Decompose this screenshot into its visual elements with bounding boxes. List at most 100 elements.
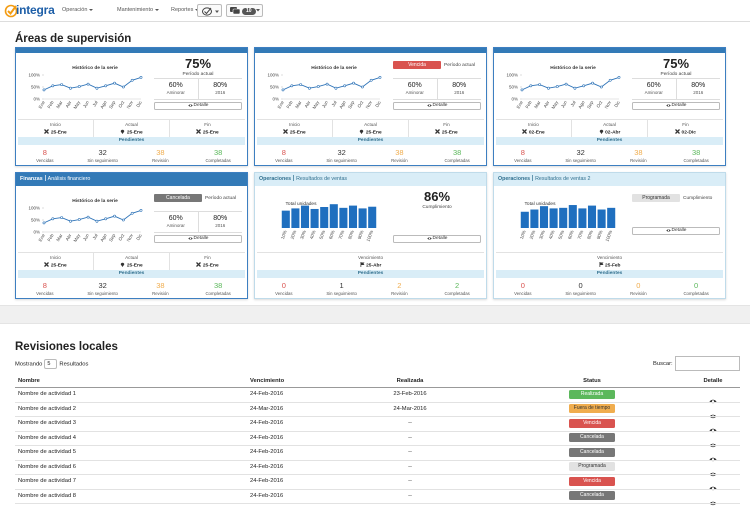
- cell-name: Nombre de actividad 8: [18, 492, 77, 499]
- bar: [520, 211, 529, 228]
- pending-label: Vencidas: [514, 158, 532, 163]
- point: [281, 88, 285, 92]
- stat: 80% 2016: [197, 79, 243, 99]
- chart-title: Histórico de la serie: [72, 198, 118, 204]
- button-label[interactable]: Detalle: [671, 103, 687, 108]
- menu-label[interactable]: Operación: [62, 7, 88, 13]
- status-badge: Vencida: [569, 476, 615, 486]
- x-tick-label: May: [73, 99, 82, 110]
- status-badge: Cancelada: [569, 447, 615, 457]
- messages-button[interactable]: 10: [226, 4, 263, 17]
- button-label[interactable]: Detalle: [193, 236, 209, 241]
- search-input[interactable]: [675, 356, 740, 371]
- summary: Cancelada Período actual 60% Aminorar 80% 201…: [154, 186, 242, 252]
- pending-label: Sin seguimiento: [565, 158, 596, 163]
- stat-label: Aminorar: [166, 223, 185, 228]
- cell-due: 24-Feb-2016: [250, 478, 284, 484]
- x-tick-label: Jun: [82, 233, 90, 242]
- date-value-wrap: 25-Ene: [94, 262, 169, 268]
- point: [343, 84, 347, 88]
- pending-item: 32 Sin seguimiento: [313, 145, 371, 165]
- header-rule: [15, 387, 740, 388]
- cell-name: Nombre de actividad 6: [18, 463, 77, 470]
- bar: [300, 205, 310, 228]
- brand[interactable]: integra: [16, 3, 55, 17]
- point: [60, 216, 64, 220]
- pin: [360, 129, 364, 134]
- x-tick-label: Mar: [533, 100, 541, 110]
- bar: [587, 205, 597, 228]
- button-label[interactable]: Detalle: [432, 103, 448, 108]
- point: [290, 84, 294, 88]
- pending-item: 8 Vencidas: [16, 145, 74, 165]
- dates: Vencimiento 25-Abr: [257, 252, 484, 270]
- separator: [0, 305, 750, 324]
- point: [378, 75, 382, 79]
- page-size-control: Mostrando 5 Resultados: [15, 359, 88, 369]
- pending-item: 32 Sin seguimiento: [552, 145, 610, 165]
- date-value: 25-Ene: [289, 130, 306, 135]
- menu-label[interactable]: Reportes: [171, 7, 194, 13]
- cell-done: --: [408, 478, 412, 484]
- cell-due: 24-Feb-2016: [250, 463, 284, 470]
- menu-label[interactable]: Mantenimiento: [117, 7, 154, 13]
- point: [51, 84, 55, 88]
- y-tick-label: 50%: [509, 85, 518, 90]
- detail-button[interactable]: Detalle: [632, 102, 720, 110]
- pending-item: 0 Completadas: [667, 278, 725, 298]
- chart-title: Histórico de la serie: [550, 65, 596, 71]
- eye-icon: [187, 236, 193, 240]
- menu[interactable]: Mantenimiento: [117, 7, 160, 13]
- x-tick-label: 20%: [290, 230, 298, 240]
- pending-label: Completadas: [683, 291, 709, 296]
- check-button[interactable]: [197, 4, 222, 17]
- section-title: Revisiones locales: [15, 341, 118, 353]
- pending-value: 1: [339, 281, 344, 290]
- point: [69, 219, 72, 223]
- x-tick-label: Abr: [303, 100, 311, 109]
- detail-link[interactable]: [709, 493, 717, 511]
- button-label[interactable]: Detalle: [193, 103, 209, 108]
- point: [617, 75, 621, 79]
- pending-counts: 8 Vencidas 32 Sin seguimiento 38 Revisión 38 Co…: [16, 145, 247, 165]
- summary: Programada Cumplimiento Detalle: [632, 186, 720, 252]
- column-header: Vencimiento: [250, 378, 285, 384]
- x-tick-label: Dic: [135, 232, 143, 241]
- separator: [532, 175, 534, 181]
- button-label[interactable]: Detalle: [671, 228, 687, 233]
- x-tick-label: 30%: [538, 230, 546, 240]
- pending-label: Sin seguimiento: [87, 158, 118, 163]
- date-value-wrap: 02-Dic: [648, 128, 723, 135]
- menu[interactable]: Operación: [62, 7, 94, 13]
- button-label[interactable]: Detalle: [432, 236, 448, 241]
- menu[interactable]: Reportes: [171, 7, 200, 13]
- y-tick-label: 50%: [31, 218, 40, 223]
- date-value-wrap: 25-Ene: [170, 128, 245, 135]
- column-header: Realizada: [396, 378, 424, 384]
- pending-value: 0: [578, 281, 583, 290]
- stats: 60% Aminorar 80% 2016: [154, 211, 242, 233]
- date-value: 25-Ene: [202, 263, 219, 268]
- point: [308, 86, 311, 90]
- caret: [89, 8, 94, 11]
- date-value-wrap: 25-Ene: [94, 129, 169, 135]
- detail-button[interactable]: Detalle: [393, 235, 481, 243]
- detail-button[interactable]: Detalle: [154, 102, 242, 110]
- page-size-select[interactable]: 5: [44, 359, 58, 369]
- date-value: 25-Ene: [50, 263, 67, 268]
- detail-button[interactable]: Detalle: [393, 102, 481, 110]
- badge-row: Vencida Período actual: [393, 61, 481, 70]
- date: Actual 25-Ene: [332, 120, 408, 137]
- x-tick-label: 60%: [328, 230, 336, 240]
- stats: 60% Aminorar 80% 2016: [393, 78, 481, 100]
- detail-button[interactable]: Detalle: [154, 235, 242, 243]
- pin: [121, 262, 125, 267]
- mini-chart: Total unidades 10% 20% 30% 40% 50% 60% 70% 80% 90…: [519, 201, 616, 242]
- detail-button[interactable]: Detalle: [632, 227, 720, 235]
- bar: [568, 205, 577, 228]
- card-header: [494, 48, 725, 53]
- bar: [559, 207, 568, 228]
- card-header: [16, 48, 247, 53]
